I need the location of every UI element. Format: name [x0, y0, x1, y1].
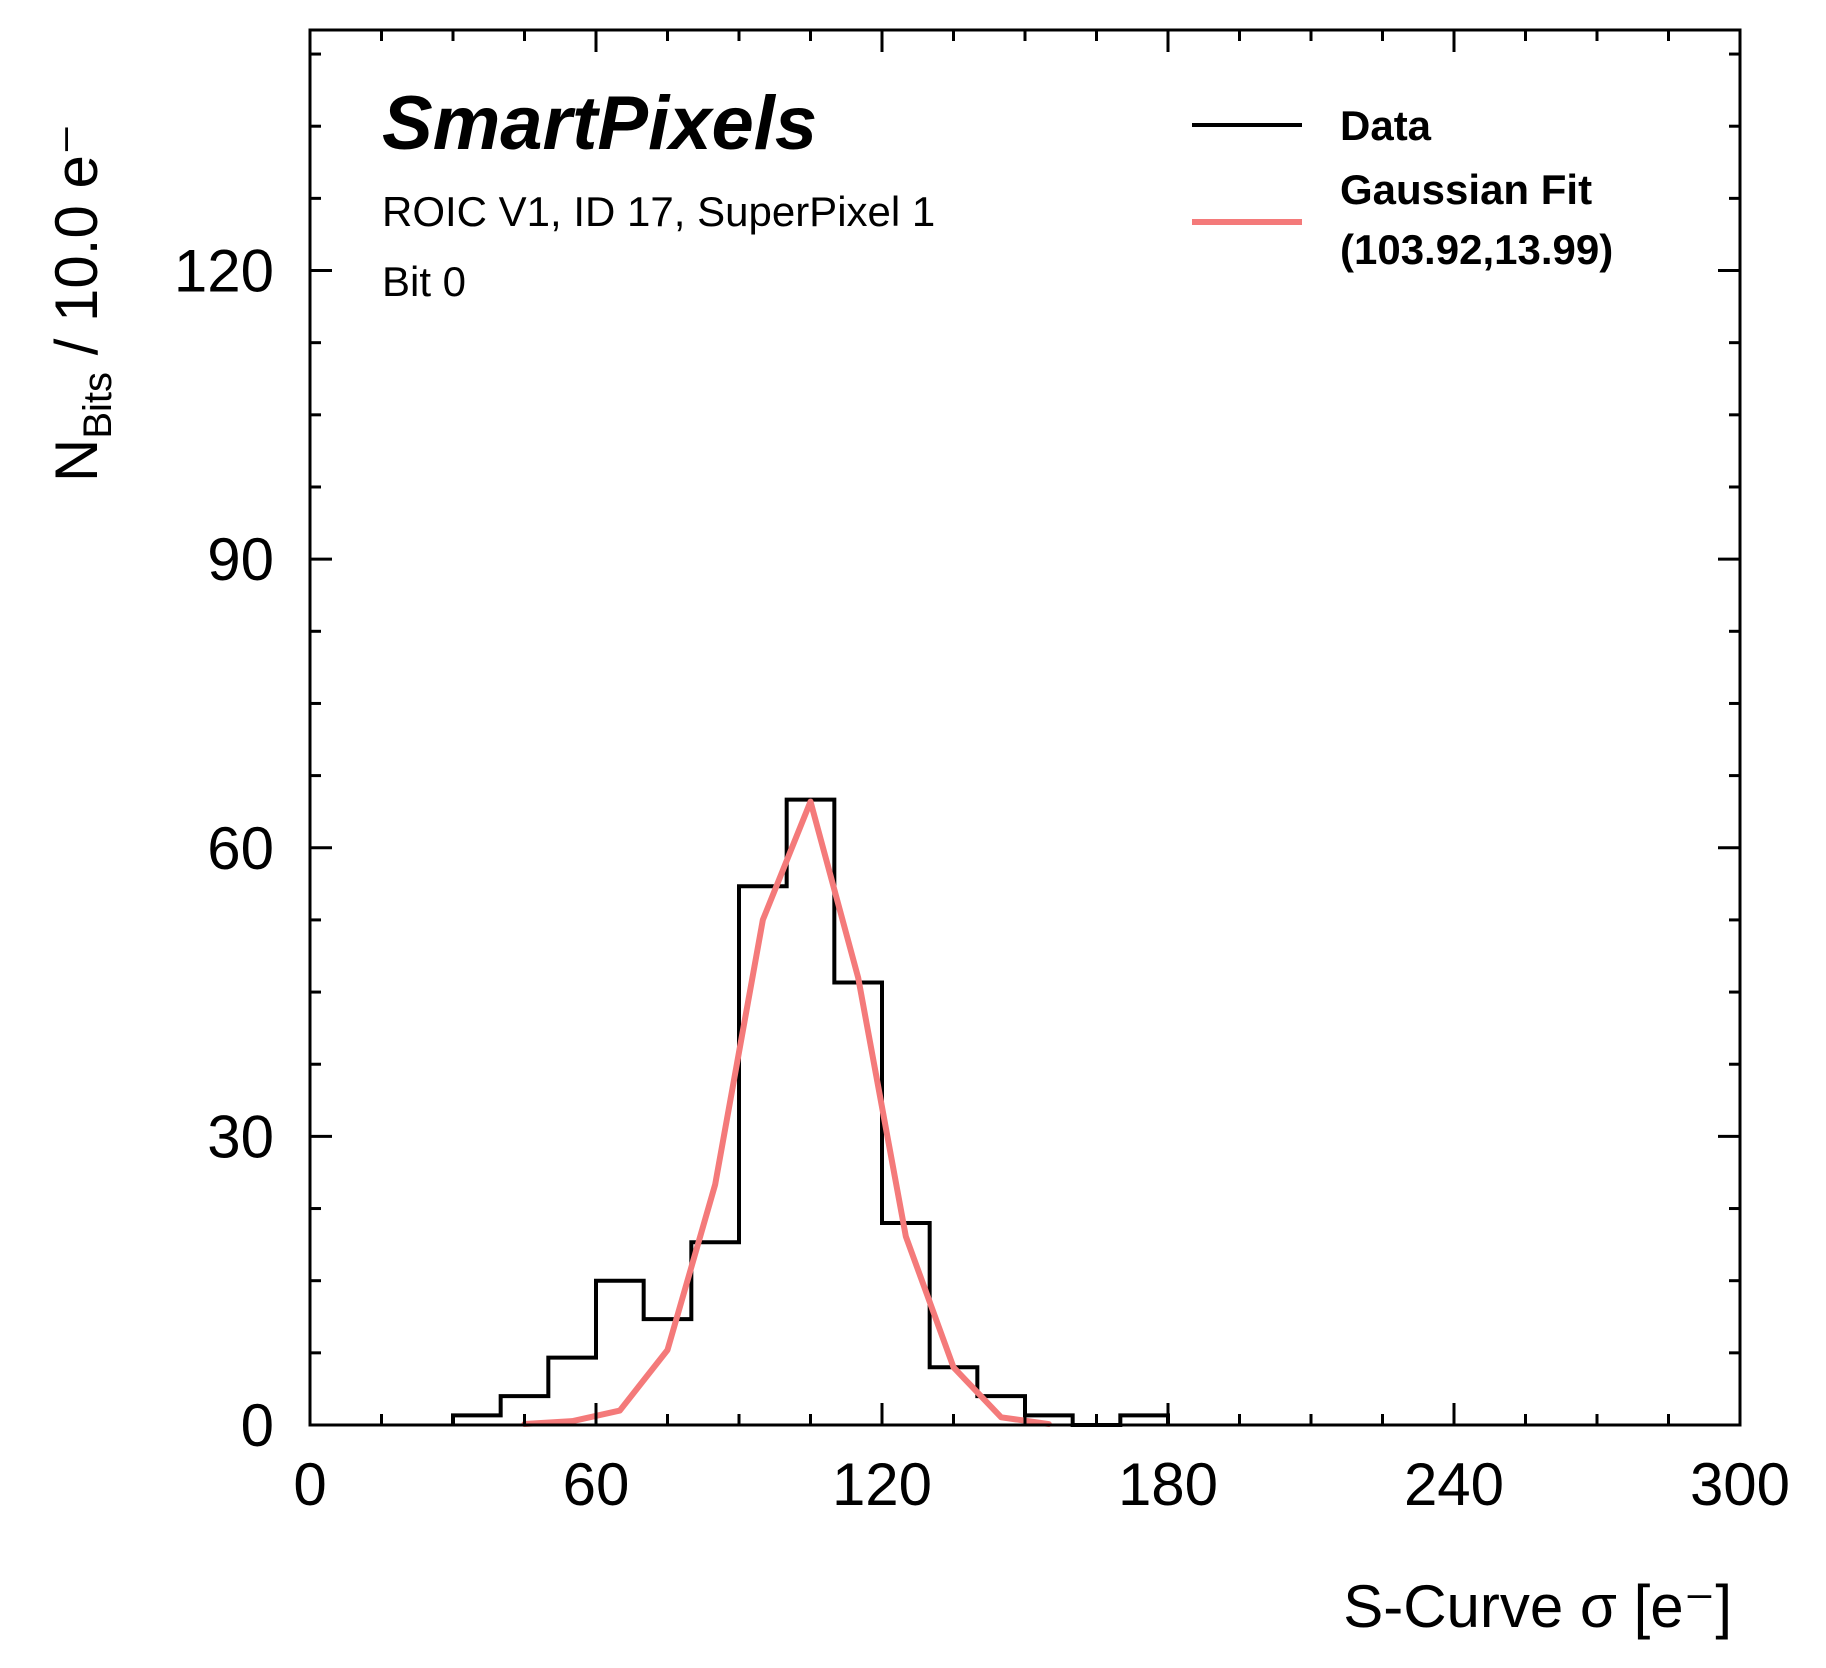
y-tick-label: 0 [241, 1392, 274, 1459]
y-tick-label: 120 [174, 238, 274, 305]
x-tick-label: 180 [1118, 1451, 1218, 1518]
gaussian-fit-line [521, 798, 1052, 1428]
legend-label-fit-params: (103.92,13.99) [1340, 226, 1613, 273]
legend: Data Gaussian Fit (103.92,13.99) [1192, 102, 1613, 273]
data-histogram-step [451, 797, 1170, 1427]
x-tick-label: 60 [563, 1451, 630, 1518]
legend-label-fit: Gaussian Fit [1340, 166, 1592, 213]
x-tick-label: 300 [1690, 1451, 1790, 1518]
axis-ticks [308, 30, 1742, 1427]
y-tick-label: 60 [207, 815, 274, 882]
x-tick-label: 120 [832, 1451, 932, 1518]
brand-title: SmartPixels [382, 81, 817, 166]
x-tick-label: 240 [1404, 1451, 1504, 1518]
legend-label-data: Data [1340, 102, 1432, 149]
y-tick-label: 30 [207, 1103, 274, 1170]
subtitle-line-2: Bit 0 [382, 258, 466, 305]
x-tick-label: 0 [293, 1451, 326, 1518]
y-axis-title-rest: / 10.0 e⁻ [43, 123, 110, 372]
y-axis-title-main: N [43, 439, 110, 482]
y-axis-title-sub: Bits [76, 372, 120, 439]
subtitle-line-1: ROIC V1, ID 17, SuperPixel 1 [382, 188, 935, 235]
y-tick-label: 90 [207, 526, 274, 593]
y-axis-title: NBits / 10.0 e⁻ [43, 123, 120, 482]
x-axis-title: S-Curve σ [e⁻] [1343, 1573, 1732, 1640]
